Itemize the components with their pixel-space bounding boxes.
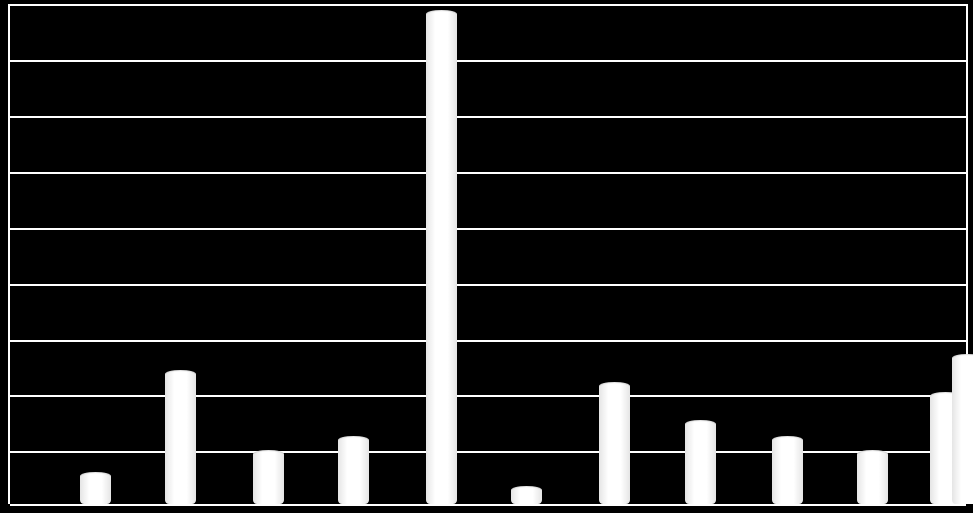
bar — [426, 14, 457, 504]
gridline — [10, 172, 966, 174]
gridline — [10, 60, 966, 62]
gridline — [10, 284, 966, 286]
gridline — [10, 116, 966, 118]
bar — [165, 374, 196, 504]
gridline — [10, 228, 966, 230]
gridline — [10, 451, 966, 453]
bar — [857, 454, 888, 504]
plot-area — [8, 4, 968, 504]
gridline — [10, 395, 966, 397]
bar — [685, 424, 716, 504]
gridline — [10, 504, 966, 506]
bar-chart — [0, 0, 973, 513]
bar — [511, 490, 542, 504]
bar — [952, 358, 973, 504]
bar — [772, 440, 803, 504]
bar — [338, 440, 369, 504]
bar — [599, 386, 630, 504]
bar — [253, 454, 284, 504]
gridline — [10, 340, 966, 342]
gridline — [10, 4, 966, 6]
bar — [80, 476, 111, 504]
